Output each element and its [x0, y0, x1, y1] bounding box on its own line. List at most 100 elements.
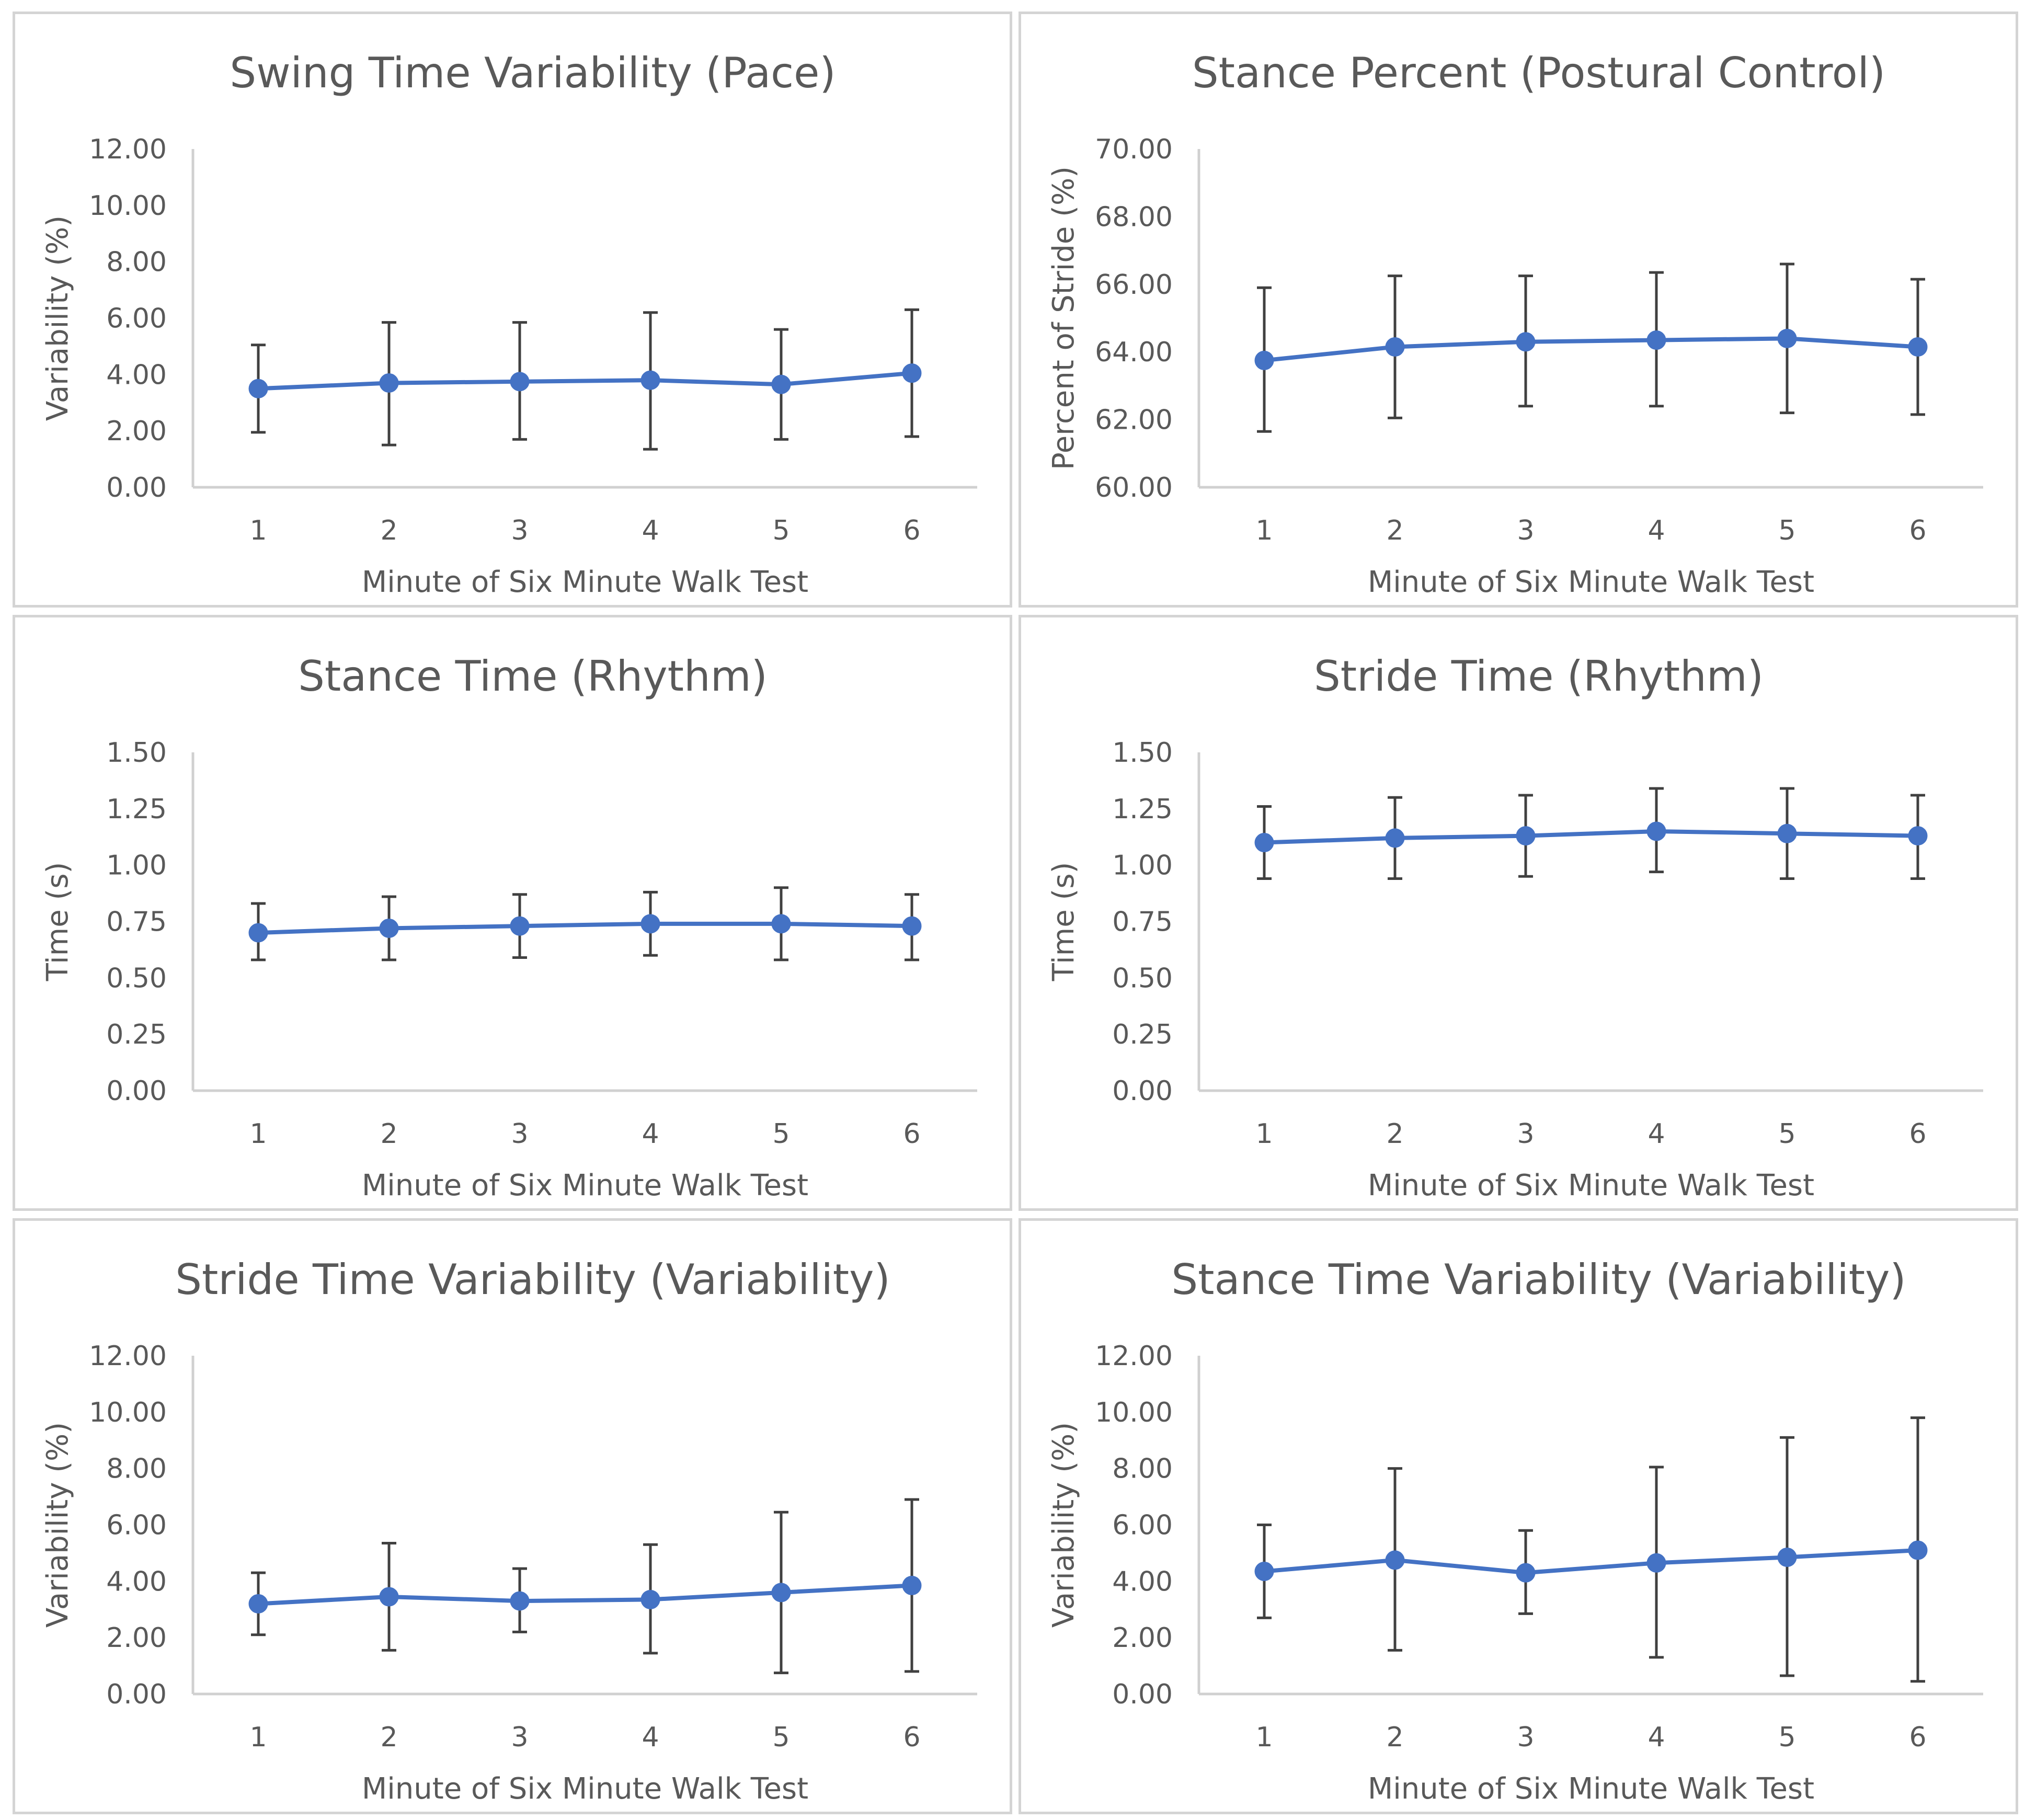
data-point: [1254, 833, 1274, 853]
x-tick-label: 5: [772, 515, 790, 546]
x-tick-label: 5: [772, 1118, 790, 1150]
data-point: [1646, 821, 1666, 841]
data-point: [1908, 826, 1928, 846]
x-axis-title: Minute of Six Minute Walk Test: [362, 565, 808, 599]
y-axis-title: Percent of Stride (%): [1047, 166, 1081, 470]
data-point: [379, 918, 399, 938]
series-line: [258, 921, 912, 935]
data-point: [1385, 1550, 1405, 1570]
data-point: [771, 374, 791, 394]
chart-svg: Stance Percent (Postural Control)60.0062…: [1047, 49, 1983, 599]
data-point: [1254, 1561, 1274, 1581]
x-tick-label: 2: [380, 1118, 397, 1150]
y-tick-label: 0.50: [106, 963, 167, 994]
y-tick-label: 0.25: [106, 1019, 167, 1050]
data-point: [902, 363, 922, 383]
x-tick-label: 2: [1386, 1118, 1403, 1150]
data-point: [1777, 823, 1797, 843]
y-tick-label: 4.00: [106, 359, 167, 391]
chart-panel-swing-time-variability: Swing Time Variability (Pace) 0.00 2.00 4.0…: [13, 12, 1012, 608]
data-point: [1385, 828, 1405, 848]
y-tick-label: 0.00: [106, 1075, 167, 1107]
chart-title: Stride Time (Rhythm): [1314, 652, 1764, 701]
x-axis-title: Minute of Six Minute Walk Test: [362, 1169, 808, 1203]
x-tick-label: 1: [249, 1722, 267, 1753]
y-tick-label: 4.00: [106, 1566, 167, 1597]
x-tick-label: 6: [903, 1722, 920, 1753]
x-tick-label: 6: [1909, 1118, 1926, 1150]
data-point: [1646, 330, 1666, 350]
series-line: [258, 1583, 912, 1606]
x-tick-label: 2: [380, 515, 397, 546]
x-tick-label: 1: [249, 515, 267, 546]
data-point: [1516, 332, 1536, 352]
chart-svg: Stride Time Variability (Variability) 0.0…: [41, 1255, 977, 1806]
series-line: [1264, 1548, 1918, 1575]
data-point: [1646, 1553, 1666, 1573]
x-axis-title: Minute of Six Minute Walk Test: [362, 1772, 808, 1806]
data-point: [771, 914, 791, 934]
y-tick-label: 0.00: [106, 1679, 167, 1710]
data-point: [510, 372, 530, 392]
data-point: [1516, 1563, 1536, 1583]
x-tick-label: 3: [1517, 515, 1534, 546]
data-point: [1516, 826, 1536, 846]
y-tick-label: 66.00: [1095, 269, 1173, 301]
data-point: [510, 916, 530, 936]
data-point: [1385, 337, 1405, 357]
data-point: [771, 1583, 791, 1602]
series-line: [1264, 336, 1918, 363]
data-point: [640, 370, 660, 390]
y-tick-label: 0.50: [1112, 963, 1173, 994]
y-tick-label: 8.00: [1112, 1453, 1173, 1485]
y-tick-label: 1.00: [106, 850, 167, 882]
y-tick-label: 1.50: [1112, 737, 1173, 769]
x-axis-title: Minute of Six Minute Walk Test: [1368, 1772, 1814, 1806]
y-tick-label: 12.00: [1095, 1341, 1173, 1372]
data-point: [1908, 1540, 1928, 1560]
data-point: [902, 916, 922, 936]
chart-svg: Stride Time (Rhythm) 0.00 0.25 0.50 0.75 1.00…: [1047, 652, 1983, 1203]
x-tick-label: 5: [772, 1722, 790, 1753]
y-tick-label: 10.00: [1095, 1397, 1173, 1428]
x-tick-label: 2: [1386, 1722, 1403, 1753]
y-tick-label: 1.25: [1112, 794, 1173, 825]
x-axis-title: Minute of Six Minute Walk Test: [1368, 1169, 1814, 1203]
data-point: [640, 914, 660, 934]
x-tick-label: 4: [642, 1118, 659, 1150]
y-tick-label: 2.00: [1112, 1622, 1173, 1654]
y-tick-label: 8.00: [106, 1453, 167, 1485]
data-point: [640, 1589, 660, 1609]
x-tick-label: 5: [1778, 1118, 1795, 1150]
y-tick-label: 2.00: [106, 416, 167, 447]
y-tick-label: 0.75: [1112, 907, 1173, 938]
y-tick-label: 60.00: [1095, 472, 1173, 503]
data-point: [1777, 1548, 1797, 1567]
data-point: [1777, 328, 1797, 348]
y-tick-label: 4.00: [1112, 1566, 1173, 1597]
y-tick-label: 0.00: [1112, 1679, 1173, 1710]
y-axis-title: Variability (%): [1047, 1422, 1081, 1628]
y-tick-label: 70.00: [1095, 134, 1173, 165]
data-point: [248, 379, 268, 398]
chart-panel-stride-time: Stride Time (Rhythm) 0.00 0.25 0.50 0.75 1.00…: [1019, 615, 2018, 1211]
x-tick-label: 3: [511, 515, 528, 546]
x-tick-label: 1: [1255, 515, 1273, 546]
series-line: [1264, 829, 1918, 845]
x-tick-label: 3: [511, 1118, 528, 1150]
x-tick-label: 6: [1909, 1722, 1926, 1753]
x-tick-label: 4: [1648, 1722, 1665, 1753]
y-tick-label: 1.00: [1112, 850, 1173, 882]
chart-title: Swing Time Variability (Pace): [230, 49, 836, 97]
y-tick-label: 2.00: [106, 1622, 167, 1654]
chart-title: Stance Percent (Postural Control): [1192, 49, 1885, 97]
series-line: [258, 371, 912, 391]
data-point: [248, 1594, 268, 1613]
x-tick-label: 5: [1778, 1722, 1795, 1753]
y-tick-label: 68.00: [1095, 201, 1173, 233]
x-tick-label: 2: [380, 1722, 397, 1753]
chart-svg: Stance Time Variability (Variability) 0.0…: [1047, 1255, 1983, 1806]
chart-title: Stance Time (Rhythm): [298, 652, 768, 701]
chart-panel-stance-time-variability: Stance Time Variability (Variability) 0.0…: [1019, 1218, 2018, 1814]
data-point: [248, 923, 268, 943]
